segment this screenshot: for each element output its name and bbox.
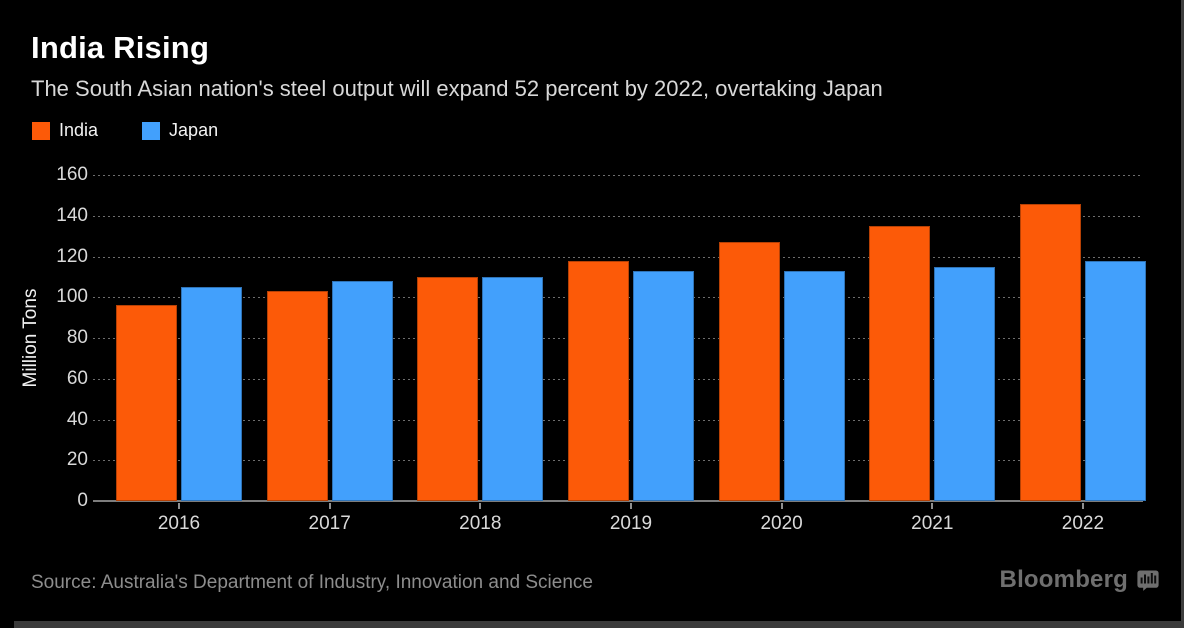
chart-subtitle: The South Asian nation's steel output wi… [31,76,883,101]
legend-label: Japan [169,120,219,140]
x-tick-2018 [479,503,482,509]
bar-japan-2021 [934,266,996,501]
legend-label: India [59,120,99,140]
bar-india-2020 [718,242,780,501]
x-tick-label-2022: 2022 [1061,513,1105,534]
bar-india-2017 [266,291,328,501]
x-tick-label-2019: 2019 [609,513,653,534]
chart-legend: India Japan [32,120,218,141]
x-tick-2017 [328,503,331,509]
y-tick-label-20: 20 [66,449,88,471]
bar-group-2020: 2020 [718,242,845,534]
legend-swatch-japan [142,121,161,140]
y-tick-label-40: 40 [66,408,88,430]
bar-india-2021 [869,225,931,501]
bar-group-2019: 2019 [567,260,694,534]
bar-india-2019 [567,260,629,501]
y-tick-label-60: 60 [66,367,88,389]
window-right-edge [1181,0,1184,628]
x-tick-2020 [780,503,783,509]
source-attribution: Source: Australia's Department of Indust… [31,572,593,593]
bar-india-2022 [1019,203,1081,501]
bar-japan-2018 [482,276,544,501]
window-bottom-edge [14,621,1184,628]
y-tick-label-0: 0 [77,490,88,511]
legend-item-india: India [32,120,98,141]
bar-group-2022: 2022 [1019,203,1146,534]
bar-japan-2019 [632,270,694,501]
bar-india-2016 [116,305,177,501]
bloomberg-logo: Bloomberg [1000,566,1160,594]
bar-japan-2020 [783,270,845,501]
x-tick-label-2018: 2018 [459,513,502,534]
y-tick-label-140: 140 [56,204,88,226]
x-axis-baseline [93,500,1143,502]
bar-japan-2016 [181,287,242,501]
bar-chart-plot: 160 140 120 100 80 60 40 20 0 Million Tons 2016 2… [0,164,1184,534]
x-tick-label-2021: 2021 [911,513,954,534]
x-tick-label-2017: 2017 [308,513,351,534]
legend-swatch-india [32,121,50,140]
x-tick-2019 [629,503,632,509]
y-axis-title: Million Tons [20,288,41,388]
bar-japan-2017 [331,280,393,501]
x-tick-2022 [1081,503,1084,509]
legend-item-japan: Japan [142,120,218,141]
x-tick-label-2016: 2016 [157,513,201,534]
gridline-120 [93,256,1143,258]
bloomberg-wordmark: Bloomberg [999,566,1128,593]
bloomberg-terminal-icon [1137,570,1159,591]
gridline-140 [93,215,1143,217]
y-tick-label-80: 80 [66,327,88,348]
gridline-160 [93,175,1143,176]
bar-groups: 2016 2017 2018 2019 2020 2021 2022 [104,175,1158,534]
bar-group-2018: 2018 [417,276,544,534]
y-tick-label-100: 100 [56,286,88,308]
y-tick-label-160: 160 [56,164,88,185]
chart-title: India Rising [31,30,210,65]
x-tick-2016 [178,503,180,509]
bar-group-2021: 2021 [869,225,996,534]
bar-group-2016: 2016 [116,287,242,534]
bar-group-2017: 2017 [266,280,393,534]
x-tick-2021 [931,503,934,509]
bar-india-2018 [417,276,479,501]
y-tick-label-120: 120 [56,245,88,267]
x-tick-label-2020: 2020 [760,513,803,534]
bar-japan-2022 [1084,260,1146,501]
